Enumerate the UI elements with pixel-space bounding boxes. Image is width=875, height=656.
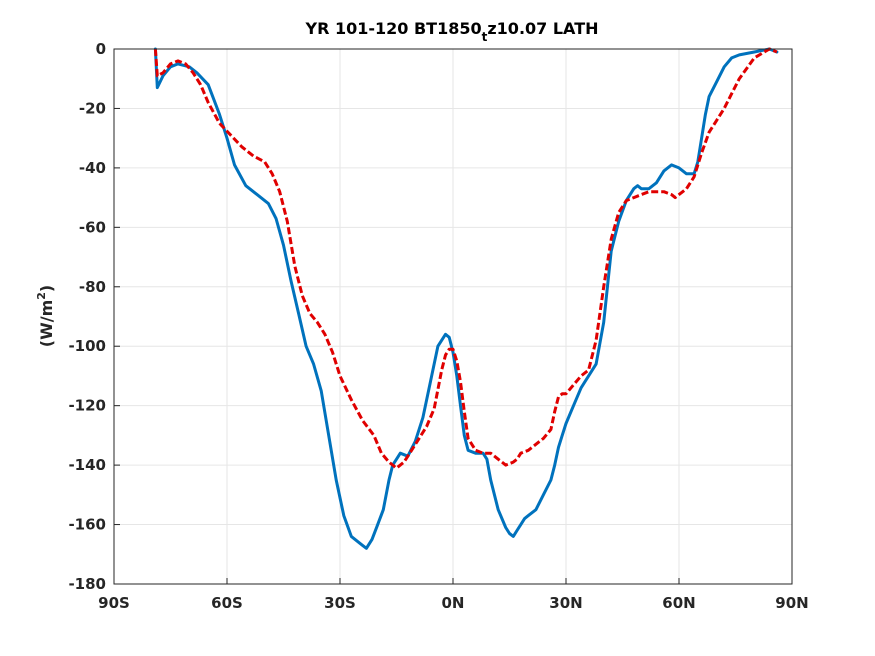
title-tail: z10.07 LATH [487,19,598,38]
y-tick-label: -100 [68,337,106,355]
x-tick-label: 60S [211,594,243,612]
chart-title: YR 101-120 BT1850tz10.07 LATH [304,19,598,44]
title-subscript: t [482,30,488,44]
y-tick-label: -20 [79,99,106,117]
y-tick-label: -60 [79,218,106,236]
ylabel-close: ) [37,285,56,292]
y-tick-label: -80 [79,278,106,296]
ticks: 90S 60S 30S 0N 30N 60N 90N 0 -20 -40 -60 -80 -100 -12… [68,40,808,612]
ylabel-superscript: 2 [35,292,48,300]
y-tick-label: -180 [68,575,106,593]
x-tick-label: 0N [442,594,465,612]
series-group [153,47,779,550]
y-tick-label: -120 [68,397,106,415]
ylabel-main: (W/m [37,300,56,347]
y-tick-label: -160 [68,516,106,534]
y-tick-label: 0 [96,40,106,58]
title-main: YR 101-120 BT1850 [304,19,481,38]
x-tick-label: 90S [98,594,130,612]
y-tick-label: -40 [79,159,106,177]
x-tick-label: 30S [324,594,356,612]
y-axis-label: (W/m2) [35,285,56,347]
x-tick-label: 90N [775,594,808,612]
x-tick-label: 60N [662,594,695,612]
y-tick-label: -140 [68,456,106,474]
dashed-series-line [153,47,778,470]
solid-series-line [153,47,779,550]
x-tick-label: 30N [549,594,582,612]
